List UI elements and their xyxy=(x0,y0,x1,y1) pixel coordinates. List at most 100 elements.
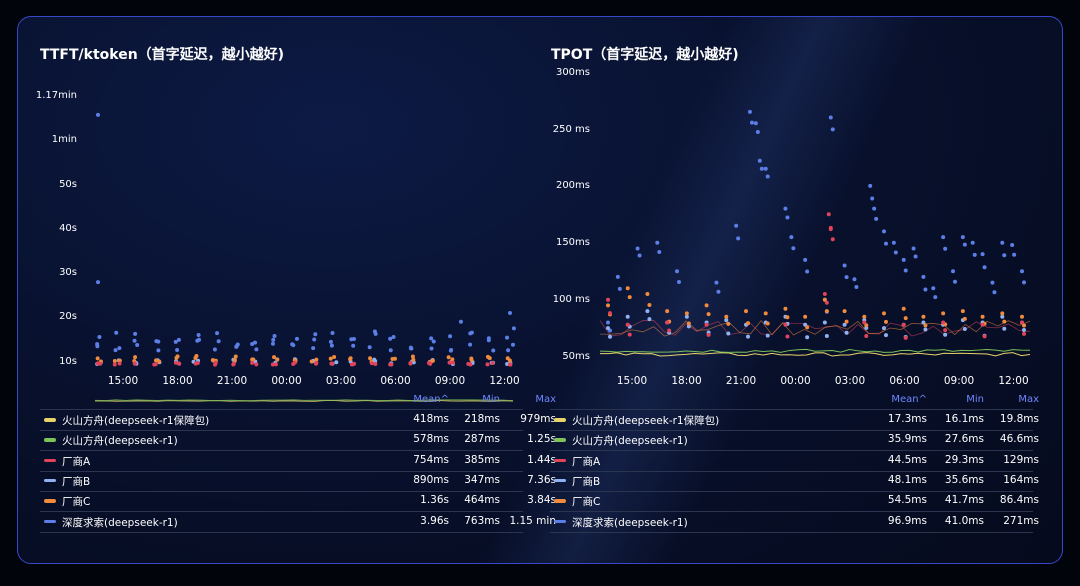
y-tick-label: 1min xyxy=(52,134,77,145)
legend-header-max[interactable]: Max xyxy=(1018,394,1039,405)
dashboard-frame xyxy=(17,16,1063,564)
data-point xyxy=(842,309,847,314)
x-tick-label: 06:00 xyxy=(380,375,410,387)
data-point xyxy=(901,306,906,311)
data-point xyxy=(96,280,100,285)
data-point xyxy=(328,339,333,344)
data-point xyxy=(785,315,790,320)
data-point xyxy=(235,342,240,347)
legend-header-mean[interactable]: Mean^ xyxy=(891,394,927,405)
data-point xyxy=(647,317,652,322)
legend-header-min[interactable]: Min xyxy=(966,394,984,405)
data-point xyxy=(746,321,750,326)
data-point xyxy=(686,324,691,329)
data-point xyxy=(428,361,433,366)
tpot-legend-header: Mean^ Min Max xyxy=(550,394,1039,408)
data-point xyxy=(980,322,985,327)
data-point xyxy=(510,342,515,347)
data-point xyxy=(716,289,721,294)
data-point xyxy=(215,331,220,336)
y-tick-label: 300ms xyxy=(556,67,590,78)
data-point xyxy=(724,318,729,323)
legend-header-max[interactable]: Max xyxy=(535,394,556,405)
data-point xyxy=(755,130,760,135)
data-point xyxy=(757,158,762,163)
legend-mean-value: 54.5ms xyxy=(887,494,927,507)
data-point xyxy=(388,336,393,341)
legend-row[interactable]: 火山方舟(deepseek-r1) 578ms 287ms 1.25s xyxy=(40,430,556,452)
data-point xyxy=(409,346,414,351)
data-point xyxy=(485,354,490,359)
data-point xyxy=(842,322,847,327)
data-point xyxy=(901,322,906,327)
legend-header-min[interactable]: Min xyxy=(482,394,500,405)
legend-row[interactable]: 火山方舟(deepseek-r1保障包) 418ms 218ms 979ms xyxy=(40,410,556,431)
data-point xyxy=(824,309,829,314)
legend-row[interactable]: 厂商B 890ms 347ms 7.36s xyxy=(40,471,556,492)
legend-series-name: 厂商B xyxy=(62,475,91,488)
tpot-panel: TPOT（首字延迟，越小越好) 300ms 250 ms 200ms 150ms 100… xyxy=(540,0,1080,586)
x-tick-label: 21:00 xyxy=(217,375,247,387)
data-point xyxy=(490,361,495,366)
legend-swatch xyxy=(554,458,566,463)
legend-swatch xyxy=(44,458,56,463)
legend-row[interactable]: 厂商C 54.5ms 41.7ms 86.4ms xyxy=(550,491,1039,513)
data-point xyxy=(864,323,869,328)
legend-mean-value: 890ms xyxy=(413,473,449,486)
x-tick-label: 12:00 xyxy=(998,375,1028,387)
ttft-panel: TTFT/ktoken（首字延迟，越小越好) 1.17min 1min 50s 40s… xyxy=(36,47,556,533)
data-point xyxy=(193,355,198,360)
legend-divider xyxy=(550,409,1033,410)
data-point xyxy=(868,183,873,188)
legend-row[interactable]: 火山方舟(deepseek-r1) 35.9ms 27.6ms 46.6ms xyxy=(550,430,1039,452)
legend-series-name: 厂商A xyxy=(572,455,601,468)
legend-row[interactable]: 厂商C 1.36s 464ms 3.84s xyxy=(40,491,556,513)
data-point xyxy=(250,357,255,362)
legend-row[interactable]: 深度求索(deepseek-r1) 3.96s 763ms 1.15 min xyxy=(40,512,556,533)
data-point xyxy=(635,246,640,251)
y-tick-label: 250 ms xyxy=(553,124,590,135)
data-point xyxy=(132,338,137,343)
data-point xyxy=(431,339,436,344)
legend-row[interactable]: 厂商A 44.5ms 29.3ms 129ms xyxy=(550,451,1039,472)
data-point xyxy=(941,320,946,325)
series-line xyxy=(94,399,514,402)
data-point xyxy=(645,292,650,296)
legend-max-value: 271ms xyxy=(1003,514,1039,527)
legend-row[interactable]: 深度求索(deepseek-r1) 96.9ms 41.0ms 271ms xyxy=(550,512,1039,533)
data-point xyxy=(822,297,827,302)
data-point xyxy=(608,334,612,339)
data-point xyxy=(1012,252,1017,257)
data-point xyxy=(714,280,719,285)
data-point xyxy=(197,337,202,342)
data-point xyxy=(765,174,770,179)
data-point xyxy=(872,206,877,211)
legend-row[interactable]: 厂商A 754ms 385ms 1.44s xyxy=(40,451,556,472)
data-point xyxy=(759,166,764,171)
data-point xyxy=(921,314,926,319)
data-point xyxy=(388,348,393,353)
legend-max-value: 1.25s xyxy=(527,433,556,446)
data-point xyxy=(330,361,335,366)
data-point xyxy=(1002,326,1007,331)
data-point xyxy=(706,312,711,317)
data-point xyxy=(348,356,353,361)
legend-row[interactable]: 火山方舟(deepseek-r1保障包) 17.3ms 16.1ms 19.8ms xyxy=(550,410,1039,431)
data-point xyxy=(921,320,926,325)
legend-mean-value: 17.3ms xyxy=(887,413,927,425)
ttft-chart-title: TTFT/ktoken（首字延迟，越小越好) xyxy=(40,47,285,63)
data-point xyxy=(874,216,879,221)
data-point xyxy=(844,319,849,324)
legend-header-mean[interactable]: Mean^ xyxy=(413,394,449,405)
data-point xyxy=(891,240,896,245)
data-point xyxy=(1022,331,1026,336)
legend-series-name: 厂商C xyxy=(62,496,91,509)
legend-row[interactable]: 厂商B 48.1ms 35.6ms 164ms xyxy=(550,471,1039,492)
tpot-chart-title: TPOT（首字延迟，越小越好) xyxy=(551,47,739,63)
data-point xyxy=(785,334,790,339)
data-point xyxy=(606,326,610,331)
data-point xyxy=(468,331,473,336)
data-point xyxy=(193,361,198,366)
legend-mean-value: 48.1ms xyxy=(887,473,927,486)
data-point xyxy=(368,356,373,361)
